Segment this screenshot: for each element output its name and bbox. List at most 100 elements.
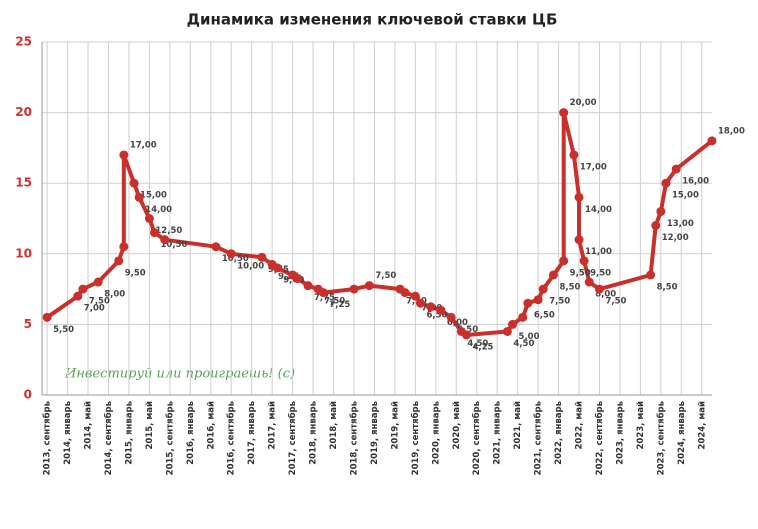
data-label: 18,00	[718, 126, 745, 136]
point	[400, 288, 410, 298]
x-tick-label: 2018, май	[329, 401, 339, 450]
x-tick-label: 2022, сентябрь	[594, 401, 605, 475]
data-label: 7,75	[314, 293, 335, 303]
x-tick-label: 2016, май	[206, 401, 216, 450]
data-label: 7,50	[605, 297, 626, 307]
data-label: 7,50	[324, 297, 345, 307]
y-tick-label: 20	[15, 105, 32, 119]
x-tick-label: 2019, май	[390, 401, 400, 450]
data-label: 9,50	[125, 268, 146, 278]
data-label: 14,00	[585, 205, 612, 215]
point	[707, 136, 717, 146]
x-tick-label: 2013, сентябрь	[42, 401, 53, 475]
point	[559, 108, 569, 118]
point	[462, 330, 472, 340]
data-label: 7,50	[549, 297, 570, 307]
point	[349, 284, 359, 294]
data-label: 4,25	[473, 342, 494, 352]
point	[129, 178, 139, 188]
x-tick-label: 2017, январь	[247, 401, 257, 465]
x-tick-label: 2015, май	[145, 401, 155, 450]
data-label: 10,50	[161, 240, 188, 250]
data-label: 15,00	[672, 191, 699, 201]
data-label: 7,25	[329, 300, 350, 310]
x-tick-label: 2022, январь	[554, 401, 564, 465]
point	[73, 291, 83, 301]
point	[574, 235, 584, 245]
data-label: 10,00	[237, 261, 264, 271]
data-label: 17,00	[130, 140, 157, 150]
data-label: 7,50	[89, 297, 110, 307]
grid	[42, 41, 712, 396]
point	[584, 277, 594, 287]
x-tick-label: 2016, январь	[186, 401, 196, 465]
x-tick-label: 2018, январь	[309, 401, 319, 465]
annotation: Инвестируй или проиграешь! (с)	[64, 367, 295, 382]
y-tick-label: 5	[24, 317, 32, 331]
point	[569, 150, 579, 160]
point	[651, 221, 661, 231]
point	[114, 256, 124, 266]
data-label: 9,50	[590, 268, 611, 278]
point	[656, 206, 666, 216]
data-label: 7,50	[375, 271, 396, 281]
point	[523, 298, 533, 308]
data-label: 10,50	[222, 254, 249, 264]
point	[426, 302, 436, 312]
x-tick-label: 2017, сентябрь	[287, 401, 298, 475]
data-label: 4,50	[513, 339, 534, 349]
x-tick-label: 2021, январь	[493, 401, 503, 465]
data-label: 17,00	[580, 162, 607, 172]
x-tick-label: 2020, январь	[431, 401, 441, 465]
x-tick-label: 2023, январь	[615, 401, 625, 465]
point	[502, 326, 512, 336]
data-label: 7,00	[84, 304, 105, 314]
x-tick-label: 2014, май	[84, 401, 94, 450]
x-tick-label: 2018, сентябрь	[348, 401, 359, 475]
point	[318, 288, 328, 298]
data-label: 8,50	[559, 282, 580, 292]
point	[272, 263, 282, 273]
x-tick-label: 2016, сентябрь	[226, 401, 237, 475]
point	[364, 281, 374, 291]
data-label: 15,00	[140, 191, 167, 201]
point	[134, 192, 144, 202]
point	[144, 214, 154, 223]
point	[508, 319, 518, 329]
x-tick-label: 2021, сентябрь	[533, 401, 544, 475]
data-label: 8,50	[657, 282, 678, 292]
point	[160, 235, 170, 245]
data-label: 20,00	[570, 98, 597, 108]
point	[293, 274, 303, 284]
point	[410, 291, 420, 301]
x-tick-label: 2023, сентябрь	[655, 401, 666, 475]
x-tick-label: 2015, январь	[124, 401, 134, 465]
point	[579, 256, 589, 266]
data-label: 12,50	[155, 226, 182, 236]
x-tick-label: 2022, май	[575, 401, 585, 450]
point	[548, 270, 558, 280]
point	[303, 281, 313, 291]
point	[646, 270, 656, 280]
x-tick-label: 2019, сентябрь	[410, 401, 421, 475]
data-label: 6,00	[447, 318, 468, 328]
point	[446, 312, 456, 322]
x-tick-label: 2014, сентябрь	[103, 401, 114, 475]
point	[78, 284, 88, 294]
point	[436, 305, 446, 315]
point	[257, 252, 267, 262]
point	[559, 256, 569, 266]
x-tick-label: 2024, январь	[677, 401, 687, 465]
data-label: 5,50	[53, 325, 74, 335]
point	[594, 284, 604, 294]
point	[119, 150, 129, 160]
data-label: 13,00	[667, 219, 694, 229]
point	[119, 242, 129, 252]
point	[150, 228, 160, 238]
data-label: 8,00	[104, 290, 125, 300]
point	[518, 312, 528, 322]
y-tick-label: 25	[15, 35, 32, 49]
point	[574, 192, 584, 202]
data-label: 4,50	[467, 339, 488, 349]
